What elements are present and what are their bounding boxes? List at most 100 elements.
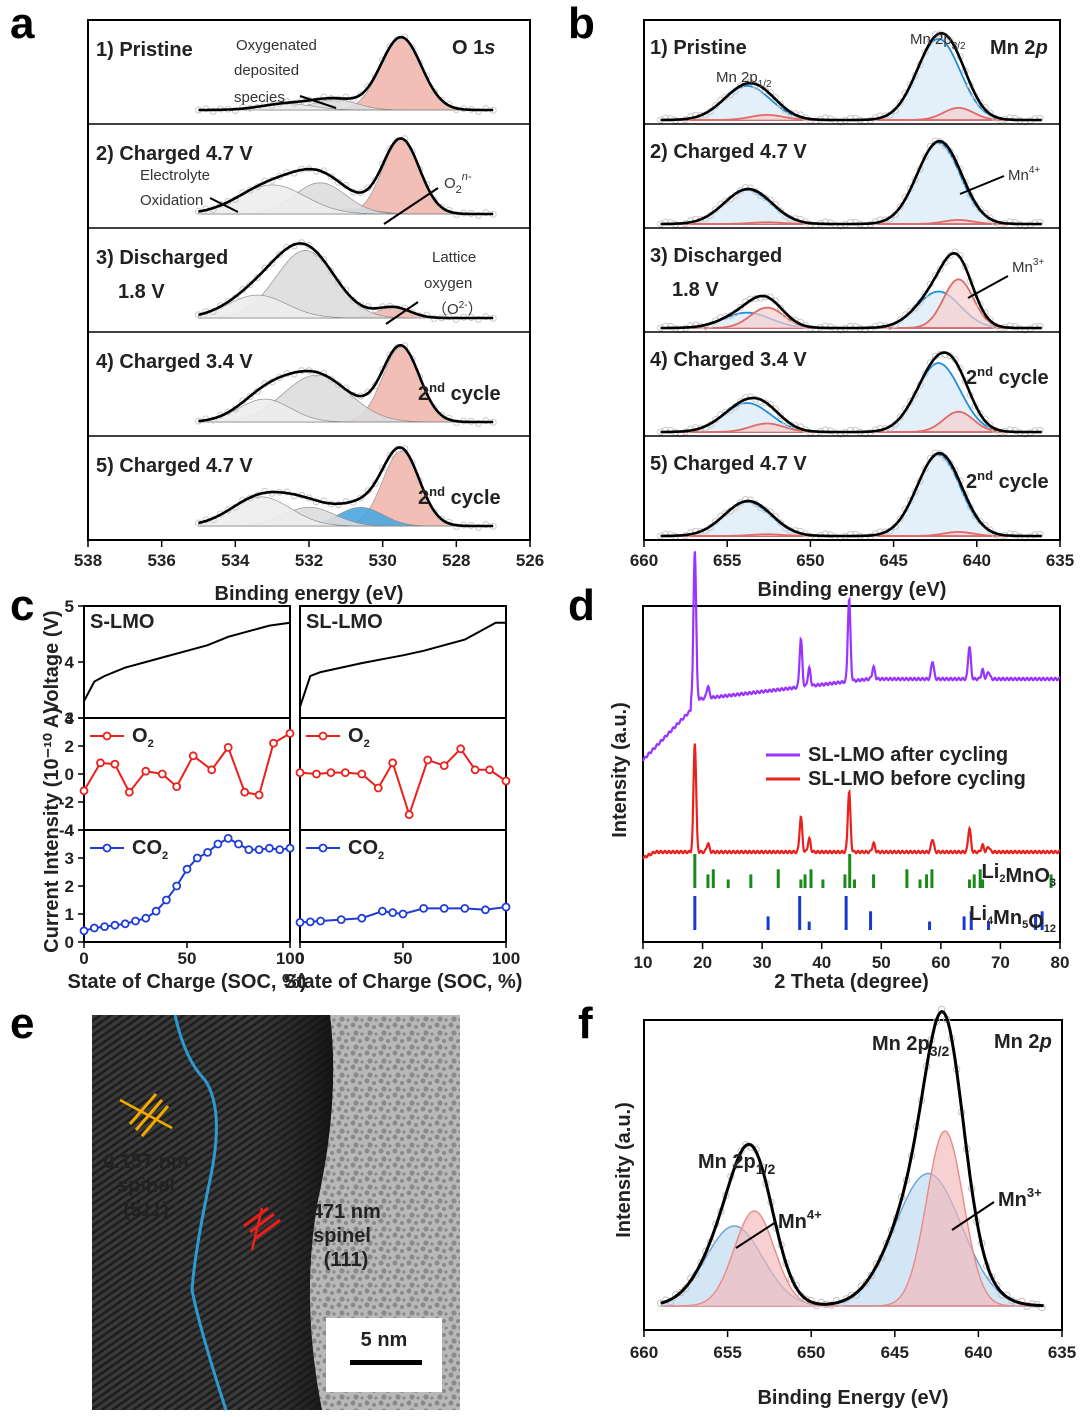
ref-sub: 12 [1044, 923, 1056, 935]
cycle-num: 2 [418, 383, 429, 405]
data-point [976, 98, 984, 106]
fit-envelope [660, 139, 1042, 226]
fit-envelope [660, 251, 1042, 330]
data-point [327, 267, 335, 275]
co2-point [305, 917, 315, 927]
cycle-word: cycle [445, 383, 501, 405]
co2-point [254, 845, 264, 854]
data-point [482, 209, 490, 217]
fit-envelope [660, 451, 1042, 538]
cycle-sup: nd [429, 380, 445, 395]
subplot-title: SL-LMO [306, 611, 383, 633]
annotation-arrow [383, 187, 439, 225]
cycle-word: cycle [993, 471, 1049, 493]
data-point [846, 322, 854, 330]
y-tick-label: 4 [65, 709, 75, 728]
data-point [746, 78, 754, 86]
component-fill [660, 189, 1044, 224]
x-axis-label: Binding energy (eV) [758, 579, 947, 601]
x-tick-label: 0 [79, 949, 88, 968]
x-axis-label: State of Charge (SOC, %) [68, 971, 307, 993]
ref-part: O [1028, 911, 1044, 933]
o2-point [326, 768, 336, 777]
y-axis-label: Voltage (V) [41, 611, 63, 714]
x-tick-label: 60 [931, 953, 950, 972]
panel-label-a: a [10, 0, 35, 48]
ann-sub: 3/2 [952, 41, 966, 52]
ann-a: Mn 2p [872, 1033, 930, 1055]
annotation-arrow [299, 95, 337, 109]
co2-point [161, 895, 171, 905]
data-point [906, 307, 914, 315]
y-axis-label: Intensity (a.u.) [613, 1102, 635, 1238]
ann-sup: n- [462, 171, 472, 183]
fit-envelope [198, 446, 494, 528]
data-point [357, 494, 365, 502]
panel-title: Mn 2p [994, 1031, 1052, 1053]
data-point [438, 411, 446, 419]
co2-point [275, 845, 285, 854]
legend-a: CO [132, 837, 162, 859]
legend-sub: 2 [148, 738, 154, 750]
axes-frame [642, 605, 1061, 943]
x-tick-label: 660 [630, 1343, 658, 1362]
spacing-marker [128, 1093, 158, 1125]
o2-point [223, 743, 233, 752]
fit-envelope [660, 1009, 1044, 1308]
cycle-sup: nd [977, 364, 993, 379]
co2-point [388, 908, 398, 917]
o2-point [470, 765, 480, 775]
ref-sub: 5 [1022, 919, 1028, 931]
data-point [482, 417, 490, 425]
cycle-num: 2 [418, 487, 429, 509]
ann-sup: 4+ [1029, 165, 1041, 176]
spectrum-label: 2) Charged 4.7 V [650, 141, 807, 163]
cycle-sup: nd [429, 484, 445, 499]
title-italic: p [1039, 1031, 1052, 1053]
co2-point [120, 919, 130, 929]
data-point [921, 290, 929, 298]
o2-point [501, 776, 511, 786]
y-tick-label: 5 [65, 597, 74, 616]
annotation: oxygen [424, 275, 472, 292]
x-axis-label: 2 Theta (degree) [774, 971, 928, 993]
fit-envelope [660, 31, 1042, 122]
annotation: spinel [117, 1175, 175, 1197]
x-tick-label: 528 [442, 551, 470, 570]
o2-point [96, 758, 105, 768]
axes-frame [643, 19, 1061, 541]
y-tick-label: 2 [65, 737, 74, 756]
co2-point [398, 909, 408, 919]
data-point [986, 316, 994, 324]
ann-a: Mn [1008, 167, 1029, 184]
panel-a: 1) Pristine 2) Charged 4.7 V 3) Discharged… [74, 19, 544, 605]
data-point [677, 1288, 685, 1297]
cycle-label: 2nd cycle [418, 484, 501, 509]
data-point [846, 530, 854, 538]
ref-part: Li [982, 861, 1000, 883]
x-axis-label: Binding Energy (eV) [757, 1387, 948, 1409]
y-tick-label: 3 [65, 849, 74, 868]
spectrum-label: 1) Pristine [650, 37, 747, 59]
spacing-marker [119, 1098, 173, 1130]
annotation: deposited [234, 62, 299, 79]
spectrum-label: 3) Discharged [650, 245, 782, 267]
x-tick-label: 645 [879, 551, 907, 570]
o2-point [312, 769, 321, 779]
o2-point [439, 761, 449, 770]
ann-o: ） [468, 301, 483, 318]
annotation-arrow [385, 301, 419, 325]
ann-a: Mn [778, 1211, 807, 1233]
annotation: Oxidation [140, 192, 203, 209]
x-tick-label: 0 [295, 949, 304, 968]
x-tick-label: 30 [753, 953, 772, 972]
axes-frame [643, 1019, 1063, 1331]
panel-title: Mn 2p [990, 37, 1048, 59]
ann-sup: 3+ [1027, 1185, 1042, 1200]
data-point [896, 99, 904, 107]
co2-point [131, 916, 140, 926]
data-point [846, 114, 854, 122]
x-tick-label: 50 [872, 953, 891, 972]
